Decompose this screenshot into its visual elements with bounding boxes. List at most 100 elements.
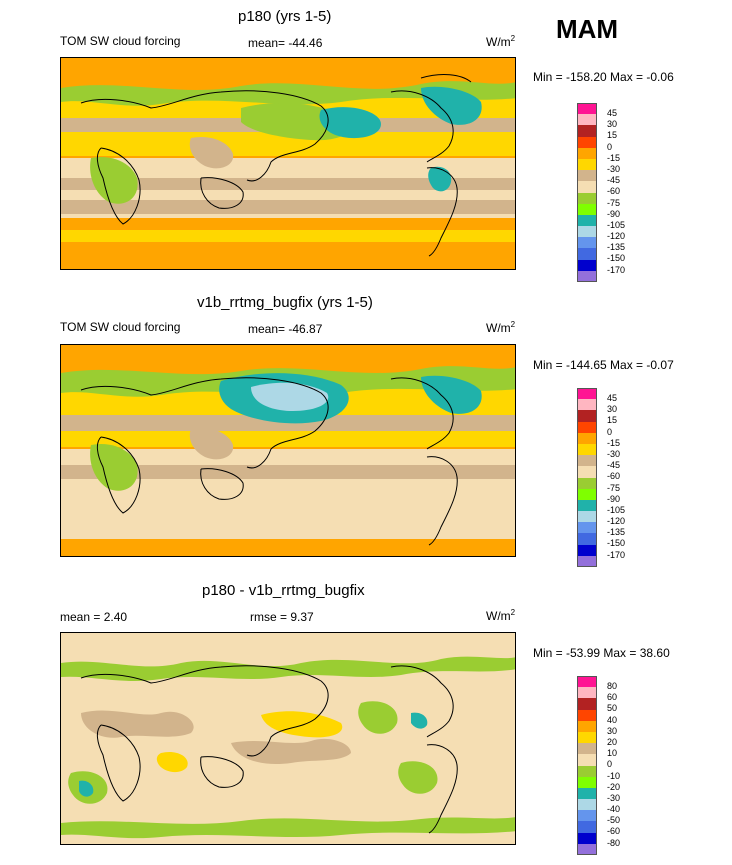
colorbar-swatch: [577, 743, 597, 755]
colorbar-label: -15: [607, 437, 621, 448]
colorbar-label: -60: [607, 471, 621, 482]
colorbar-label: -15: [607, 152, 621, 163]
colorbar-label: -105: [607, 504, 626, 515]
colorbar-label: -105: [607, 219, 626, 230]
colorbar-label: 45: [607, 393, 618, 403]
panel-1-map: [60, 57, 516, 270]
colorbar-swatch: [577, 499, 597, 512]
colorbar-swatch: [577, 676, 597, 688]
colorbar-label: -170: [607, 549, 626, 560]
colorbar-label: 30: [607, 119, 618, 130]
panel-2-title: v1b_rrtmg_bugfix (yrs 1-5): [197, 294, 373, 311]
panel-3-units: W/m2: [486, 608, 516, 623]
colorbar-swatch: [577, 466, 597, 478]
panel-3-title: p180 - v1b_rrtmg_bugfix: [202, 582, 365, 599]
colorbar-swatch: [577, 698, 597, 710]
colorbar-swatch: [577, 388, 597, 400]
colorbar-label: 15: [607, 130, 618, 141]
panel-1-variable-label: TOM SW cloud forcing: [60, 34, 181, 48]
panel-3-colorbar-labels: 80 60 50 40 30 20 10 0 -10 -20 -30 -40 -50 -60 -80: [607, 681, 620, 849]
colorbar-swatch: [577, 511, 597, 523]
colorbar-label: -120: [607, 231, 626, 242]
colorbar-swatch: [577, 776, 597, 788]
colorbar-label: -30: [607, 448, 621, 459]
colorbar-label: -45: [607, 460, 621, 471]
colorbar-swatch: [577, 226, 597, 238]
colorbar-swatch: [577, 687, 597, 699]
panel-1-colorbar-labels: 45 30 15 0 -15 -30 -45 -60 -75 -90 -105 -120 -135 -15…: [607, 108, 625, 276]
colorbar-label: 60: [607, 692, 618, 703]
colorbar-swatch: [577, 136, 597, 148]
panel-2-minmax: Min = -144.65 Max = -0.07: [533, 358, 674, 372]
colorbar-label: -75: [607, 197, 621, 208]
colorbar-label: 15: [607, 415, 618, 426]
panel-1-minmax: Min = -158.20 Max = -0.06: [533, 70, 674, 84]
colorbar-swatch: [577, 192, 597, 204]
colorbar-label: 30: [607, 725, 618, 736]
colorbar-swatch: [577, 832, 597, 844]
colorbar-swatch: [577, 810, 597, 822]
panel-3-rmse-label: rmse = 9.37: [250, 610, 314, 624]
colorbar-label: 20: [607, 736, 618, 747]
panel-3-map: [60, 632, 516, 845]
colorbar-label: 45: [607, 108, 618, 118]
colorbar-label: -40: [607, 804, 621, 815]
colorbar-label: -135: [607, 527, 626, 538]
panel-1-units: W/m2: [486, 34, 516, 49]
colorbar-label: 50: [607, 703, 618, 714]
colorbar-swatch: [577, 731, 597, 744]
colorbar-label: -30: [607, 792, 621, 803]
colorbar-label: -60: [607, 186, 621, 197]
panel-2-mean-label: mean= -46.87: [248, 322, 323, 336]
colorbar-swatch: [577, 765, 597, 777]
colorbar-label: -60: [607, 826, 621, 837]
panel-3-coastlines: [80, 665, 458, 834]
colorbar-swatch: [577, 477, 597, 489]
colorbar-swatch: [577, 421, 597, 433]
colorbar-swatch: [577, 259, 597, 271]
colorbar-swatch: [577, 522, 597, 534]
colorbar-swatch: [577, 432, 597, 444]
colorbar-swatch: [577, 181, 597, 193]
colorbar-label: 0: [607, 141, 613, 152]
colorbar-swatch: [577, 203, 597, 215]
colorbar-swatch: [577, 443, 597, 456]
colorbar-label: -20: [607, 781, 621, 792]
colorbar-label: 30: [607, 404, 618, 415]
colorbar-swatch: [577, 754, 597, 766]
panel-2-coastlines: [80, 377, 458, 546]
colorbar-label: 0: [607, 426, 613, 437]
panel-2-colorbar: [577, 388, 597, 567]
panel-1-pacific-feature: [319, 107, 381, 139]
colorbar-swatch: [577, 114, 597, 126]
colorbar-swatch: [577, 237, 597, 249]
panel-1-title: p180 (yrs 1-5): [238, 8, 332, 25]
colorbar-swatch: [577, 821, 597, 833]
colorbar-label: -45: [607, 175, 621, 186]
colorbar-swatch: [577, 248, 597, 260]
colorbar-label: 80: [607, 681, 618, 691]
panel-2-map: [60, 344, 516, 557]
colorbar-swatch: [577, 270, 597, 282]
colorbar-swatch: [577, 787, 597, 800]
colorbar-label: -170: [607, 264, 626, 275]
colorbar-label: 40: [607, 714, 618, 725]
colorbar-label: -75: [607, 482, 621, 493]
colorbar-label: -150: [607, 538, 626, 549]
colorbar-label: -10: [607, 770, 621, 781]
colorbar-swatch: [577, 410, 597, 422]
panel-2-units: W/m2: [486, 320, 516, 335]
colorbar-swatch: [577, 399, 597, 411]
colorbar-swatch: [577, 488, 597, 500]
panel-3-mean-label: mean = 2.40: [60, 610, 128, 624]
colorbar-swatch: [577, 455, 597, 467]
panel-2-variable-label: TOM SW cloud forcing: [60, 320, 181, 334]
colorbar-swatch: [577, 720, 597, 732]
colorbar-label: 10: [607, 748, 618, 759]
panel-2-colorbar-labels: 45 30 15 0 -15 -30 -45 -60 -75 -90 -105 -120 -135 -15…: [607, 393, 625, 561]
panel-1-mean-label: mean= -44.46: [248, 36, 323, 50]
panel-3-minmax: Min = -53.99 Max = 38.60: [533, 646, 670, 660]
colorbar-label: -80: [607, 837, 621, 848]
colorbar-swatch: [577, 147, 597, 159]
panel-1-coastlines: [80, 74, 472, 257]
